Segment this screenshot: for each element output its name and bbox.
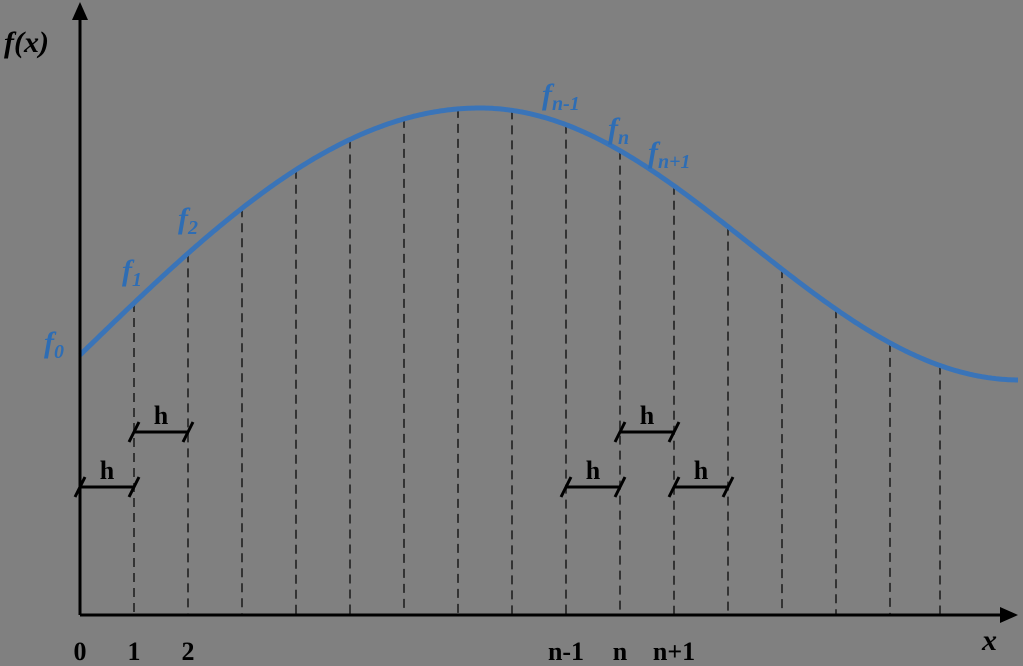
x-label: n-1	[548, 637, 584, 666]
step-tick	[127, 421, 141, 443]
x-arrow	[1000, 607, 1018, 623]
step-label: h	[640, 401, 655, 430]
x-label: 2	[182, 637, 195, 666]
x-label: n+1	[653, 637, 695, 666]
step-tick	[73, 476, 87, 498]
step-label: h	[586, 456, 601, 485]
curve	[78, 105, 1018, 383]
x-label: 1	[128, 637, 141, 666]
step-tick	[667, 421, 681, 443]
step-label: h	[694, 456, 709, 485]
step-tick	[613, 476, 627, 498]
curve-label: fn+1	[648, 136, 691, 173]
curve-label: f2	[178, 202, 198, 239]
label-sub: 2	[187, 217, 198, 239]
label-base: f	[542, 78, 555, 111]
label-base: f	[122, 254, 135, 287]
label-base: f	[648, 136, 661, 169]
curve-label: fn	[608, 112, 629, 149]
step-tick	[559, 476, 573, 498]
curve-label: fn-1	[542, 78, 580, 115]
label-base: f	[178, 202, 191, 235]
step-label: h	[154, 401, 169, 430]
step-tick	[721, 476, 735, 498]
label-sub: n	[618, 127, 629, 149]
x-axis-label: x	[981, 624, 997, 657]
steps: h h h h h	[73, 401, 735, 498]
x-label: 0	[74, 637, 87, 666]
step-tick	[613, 421, 627, 443]
step-tick	[181, 421, 195, 443]
step-label: h	[100, 456, 115, 485]
label-sub: 0	[54, 341, 64, 363]
label-sub: 1	[132, 269, 142, 291]
label-sub: n+1	[658, 151, 691, 173]
step-tick	[127, 476, 141, 498]
curve-label: f0	[44, 326, 64, 363]
x-label: n	[613, 637, 628, 666]
label-base: f	[608, 112, 621, 145]
x-labels: 0 1 2 n-1 n n+1	[74, 637, 696, 666]
step-tick	[667, 476, 681, 498]
curve-label: f1	[122, 254, 142, 291]
label-base: f	[44, 326, 57, 359]
label-sub: n-1	[552, 93, 580, 115]
y-arrow	[72, 2, 88, 20]
y-axis-label: f(x)	[4, 26, 49, 59]
